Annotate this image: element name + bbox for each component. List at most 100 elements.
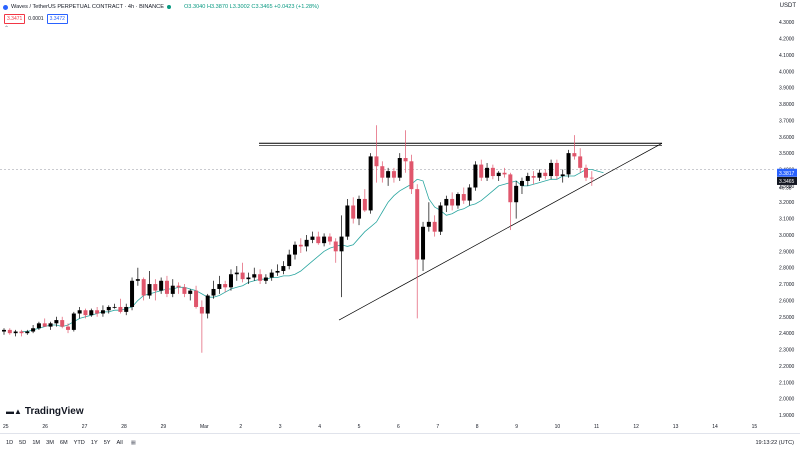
candle-body	[54, 320, 59, 324]
timeframe-1m[interactable]: 1M	[32, 439, 41, 446]
candle-body	[228, 274, 233, 288]
candle-body	[322, 236, 327, 244]
candle-body	[426, 221, 431, 227]
candle-body	[269, 272, 274, 278]
candle-body	[159, 280, 164, 291]
candle-body	[199, 306, 204, 314]
tradingview-icon: ▬▲	[6, 407, 22, 416]
y-tick-label: 2.2000	[779, 364, 795, 370]
buy-button[interactable]: 3.3472	[46, 14, 68, 24]
candle-body	[153, 284, 158, 291]
candle-body	[252, 274, 257, 278]
candle-body	[421, 226, 426, 260]
timeframe-1y[interactable]: 1Y	[90, 439, 98, 446]
timeframe-all[interactable]: All	[116, 439, 123, 446]
y-tick-label: 2.7000	[779, 282, 795, 288]
candle-body	[182, 287, 187, 294]
x-tick-label: 13	[673, 424, 679, 430]
y-tick-label: 3.2000	[779, 200, 795, 206]
ema-price-label: 3.3817	[779, 171, 795, 177]
candle-body	[42, 323, 47, 327]
x-tick-label: 10	[555, 424, 561, 430]
candle-body	[147, 284, 152, 296]
y-tick-label: 2.1000	[779, 380, 795, 386]
candle-body	[298, 244, 303, 247]
x-tick-label: 26	[42, 424, 48, 430]
y-tick-label: 3.9000	[779, 86, 795, 92]
timeframe-ytd[interactable]: YTD	[73, 439, 85, 446]
candle-body	[118, 306, 123, 312]
timeframe-5y[interactable]: 5Y	[103, 439, 111, 446]
candle-body	[409, 161, 414, 190]
calendar-icon[interactable]: ▦	[130, 439, 137, 446]
candle-body	[263, 277, 268, 281]
candle-body	[293, 244, 297, 255]
y-tick-label: 3.7000	[779, 118, 795, 124]
last-price-label: 3.3465	[779, 179, 795, 185]
timeframe-buttons: 1D 5D 1M 3M 6M YTD 1Y 5Y All	[0, 440, 123, 446]
candle-body	[19, 331, 24, 334]
candle-body	[112, 306, 117, 308]
candle-body	[589, 177, 594, 179]
candle-body	[77, 310, 82, 314]
y-tick-label: 4.2000	[779, 37, 795, 43]
x-tick-label: 8	[476, 424, 479, 430]
timeframe-5d[interactable]: 5D	[19, 439, 27, 446]
candle-body	[432, 221, 437, 232]
candle-body	[479, 164, 484, 178]
candle-body	[397, 158, 402, 178]
y-tick-label: 3.6000	[779, 135, 795, 141]
candle-body	[584, 167, 588, 178]
last-price-label-bg	[777, 176, 797, 185]
candle-body	[223, 284, 228, 288]
candle-body	[205, 295, 210, 314]
candle-body	[549, 162, 554, 177]
y-tick-label: 2.0000	[779, 397, 795, 403]
candle-body	[357, 198, 362, 219]
candle-body	[339, 236, 344, 252]
y-tick-label: 2.9000	[779, 249, 795, 255]
candle-body	[467, 187, 472, 201]
ema-price-label-bg	[777, 168, 797, 177]
y-tick-label: 4.3000	[779, 20, 795, 26]
candle-body	[89, 310, 94, 316]
candle-body	[194, 290, 199, 307]
x-tick-label: 27	[82, 424, 88, 430]
x-tick-label: 25	[3, 424, 9, 430]
brand-name: TradingView	[24, 406, 84, 417]
candle-body	[386, 171, 391, 178]
currency-label[interactable]: USDT	[779, 3, 796, 9]
candle-body	[403, 158, 408, 162]
y-tick-label: 2.6000	[779, 298, 795, 304]
timeframe-3m[interactable]: 3M	[46, 439, 54, 446]
candle-body	[7, 329, 12, 334]
candle-body	[36, 323, 41, 329]
sell-button[interactable]: 3.3471	[4, 14, 26, 24]
chevron-up-icon[interactable]: ⌃	[4, 26, 10, 32]
x-tick-label: 14	[712, 424, 718, 430]
candle-body	[13, 331, 18, 334]
quote-panel: 3.3471 0.0001 3.3472	[4, 14, 68, 24]
utc-clock[interactable]: 19:13:22 (UTC)	[755, 439, 794, 446]
candle-body	[106, 306, 111, 311]
candle-body	[485, 167, 490, 178]
y-tick-label: 3.8000	[779, 102, 795, 108]
x-tick-label: 6	[397, 424, 400, 430]
candle-body	[490, 167, 495, 177]
x-tick-label: 11	[594, 424, 599, 430]
candle-body	[560, 174, 565, 177]
candle-body	[525, 176, 530, 181]
y-tick-label: 4.0000	[779, 69, 795, 75]
timeframe-1d[interactable]: 1D	[6, 439, 14, 446]
candle-body	[543, 172, 548, 177]
candle-body	[100, 310, 105, 314]
ohlc-values: O3.3040 H3.3870 L3.3002 C3.3465 +0.0423 …	[183, 4, 319, 10]
candle-body	[246, 277, 251, 280]
candle-body	[71, 313, 76, 330]
candle-body	[164, 280, 169, 294]
symbol-title[interactable]: Waves / TetherUS PERPETUAL CONTRACT · 4h…	[11, 4, 164, 10]
spread-value: 0.0001	[28, 16, 44, 22]
timeframe-6m[interactable]: 6M	[59, 439, 68, 446]
x-tick-label: 7	[436, 424, 439, 430]
